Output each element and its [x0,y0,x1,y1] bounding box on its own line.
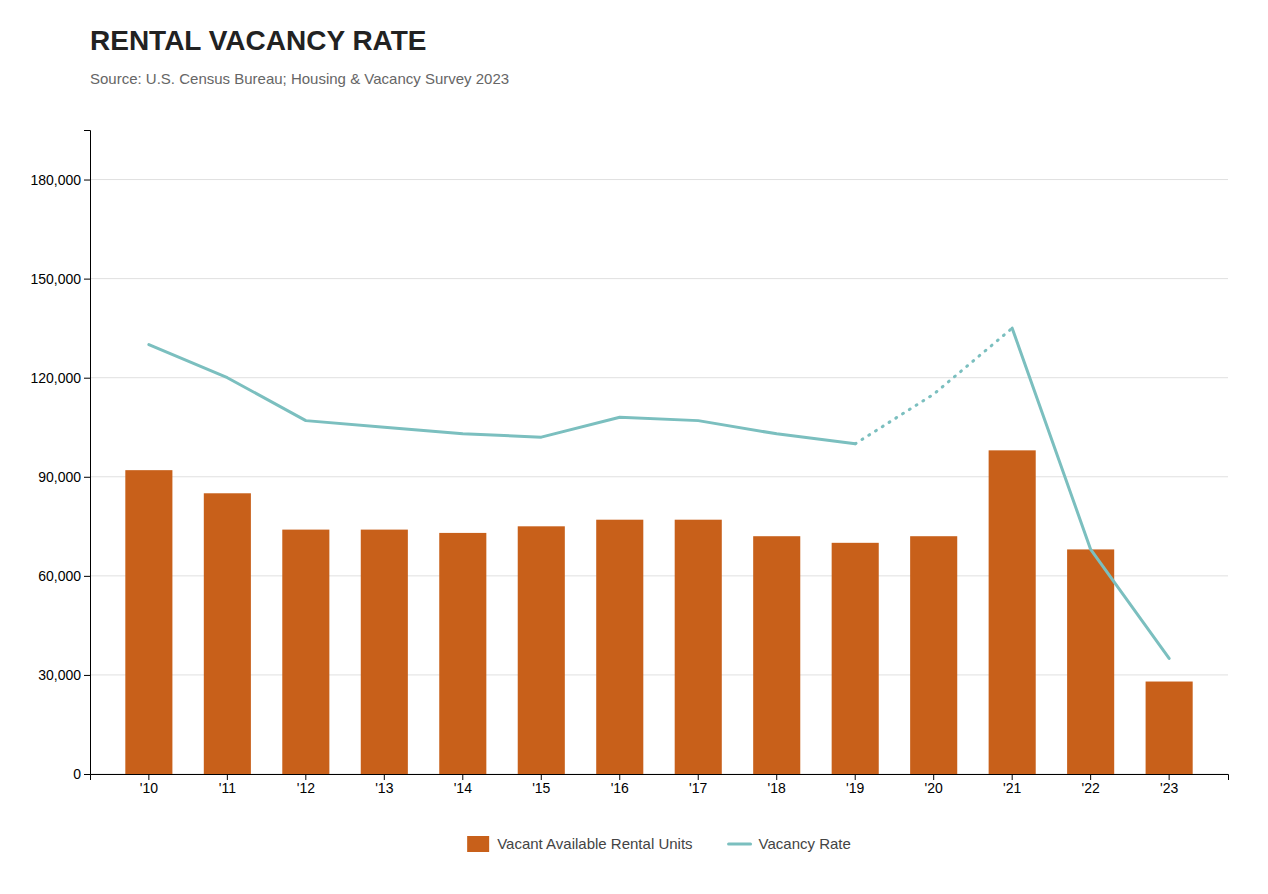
grid-line [90,278,1228,279]
bar [125,470,172,774]
x-tick-label: '15 [532,780,550,796]
bar [204,493,251,774]
grid-line [90,575,1228,576]
x-axis-line [91,775,1229,781]
legend: Vacant Available Rental Units Vacancy Rat… [467,835,851,852]
x-tick-label: '19 [846,780,864,796]
grid-line [90,377,1228,378]
y-tick: 120,000 [30,370,90,386]
y-tick-label: 0 [73,766,81,782]
x-tick-label: '16 [611,780,629,796]
bar [596,520,643,774]
bar [439,533,486,774]
x-tick-label: '11 [219,780,236,796]
y-axis: 0 30,000 60,000 90,000 120,000 150,000 180,000 [30,131,90,782]
legend-item: Vacant Available Rental Units [467,835,692,852]
y-tick-label: 120,000 [30,370,81,386]
x-tick: '11 [219,774,236,796]
y-tick: 180,000 [30,172,90,188]
bar [989,450,1036,774]
y-tick-label: 60,000 [38,568,81,584]
x-tick: '14 [454,774,472,796]
x-tick-label: '23 [1160,780,1178,796]
y-tick-label: 150,000 [30,271,81,287]
x-tick: '18 [768,774,786,796]
bar [910,536,957,774]
marks [125,328,1192,774]
y-tick-label: 30,000 [38,667,81,683]
line [855,328,1012,444]
x-tick: '20 [925,774,943,796]
title: RENTAL VACANCY RATE [90,25,427,56]
x-tick: '19 [846,774,864,796]
legend-item: Vacancy Rate [729,835,851,852]
x-tick: '13 [375,774,393,796]
y-tick-mark [84,279,90,280]
y-tick-mark [84,774,90,775]
y-tick: 0 [73,766,90,782]
x-tick-label: '18 [768,780,786,796]
x-tick: '17 [689,774,707,796]
plot: 0 30,000 60,000 90,000 120,000 150,000 180,000… [30,131,1228,796]
legend-swatch [467,836,489,852]
y-tick-label: 90,000 [38,469,81,485]
x-tick-label: '12 [297,780,315,796]
x-tick: '21 [1003,774,1021,796]
y-tick: 90,000 [38,469,90,485]
x-tick-label: '22 [1082,780,1100,796]
y-tick: 150,000 [30,271,90,287]
bar-series [125,450,1192,774]
y-tick-label: 180,000 [30,172,81,188]
bar [282,530,329,774]
x-tick: '15 [532,774,550,796]
legend-label: Vacancy Rate [759,835,851,852]
bar [832,543,879,774]
x-tick-label: '10 [140,780,158,796]
grid-line [90,674,1228,675]
y-tick: 60,000 [38,568,90,584]
x-tick-label: '21 [1003,780,1021,796]
bar [518,526,565,774]
x-tick: '10 [140,774,158,796]
bar [1067,549,1114,774]
y-tick-mark [84,477,90,478]
x-tick-label: '13 [375,780,393,796]
x-axis: '10 '11 '12 '13 '14 '15 '16 '17 '18 '19 '20 '21 '22 '… [91,774,1229,796]
x-tick: '16 [611,774,629,796]
grid-line [90,476,1228,477]
legend-label: Vacant Available Rental Units [497,835,692,852]
grid-line [90,179,1228,180]
legend-swatch [729,843,751,846]
x-tick: '22 [1082,774,1100,796]
subtitle: Source: U.S. Census Bureau; Housing & Va… [90,70,509,87]
y-tick-mark [84,180,90,181]
y-tick-mark [84,675,90,676]
x-tick: '23 [1160,774,1178,796]
bar [361,530,408,774]
bar [675,520,722,774]
y-tick-mark [84,576,90,577]
x-tick-label: '20 [925,780,943,796]
chart: RENTAL VACANCY RATE Source: U.S. Census B… [0,0,1268,894]
y-tick-mark [84,378,90,379]
bar [753,536,800,774]
line [149,328,1169,658]
x-tick: '12 [297,774,315,796]
x-tick-label: '17 [689,780,707,796]
x-tick-label: '14 [454,780,472,796]
bar [1146,682,1193,774]
y-tick: 30,000 [38,667,90,683]
y-axis-line [84,131,91,775]
grid [90,180,1228,774]
